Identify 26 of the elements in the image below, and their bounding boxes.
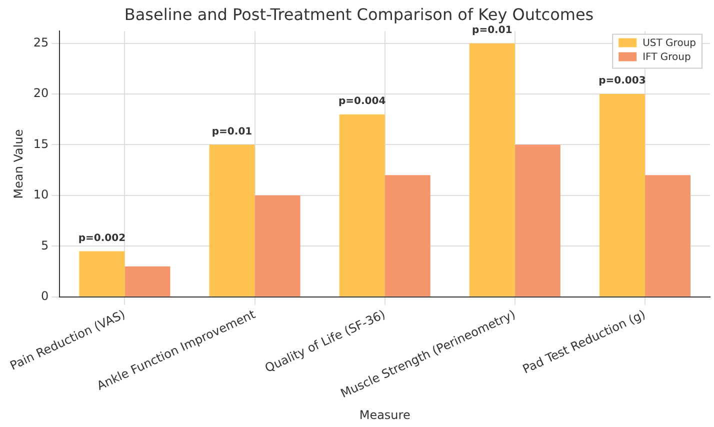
- legend-label: IFT Group: [642, 52, 691, 63]
- bar: [79, 251, 125, 296]
- bar: [469, 43, 515, 296]
- bar: [599, 94, 645, 296]
- bar: [124, 266, 170, 296]
- bar: [514, 144, 560, 296]
- annotation: p=0.004: [338, 96, 386, 107]
- y-tick-label: 10: [33, 188, 49, 202]
- legend-label: UST Group: [642, 38, 696, 49]
- annotation: p=0.01: [212, 126, 252, 138]
- bar: [209, 144, 255, 296]
- annotation: p=0.01: [472, 24, 512, 36]
- y-tick-label: 5: [41, 238, 49, 252]
- annotation: p=0.003: [598, 76, 646, 87]
- y-tick-label: 20: [33, 86, 49, 100]
- annotation: p=0.002: [78, 232, 126, 244]
- y-tick-label: 25: [33, 35, 49, 50]
- bar: [384, 175, 430, 296]
- y-tick-label: 0: [41, 288, 49, 303]
- chart-title: Baseline and Post-Treatment Comparison of Key Outcomes: [124, 4, 594, 24]
- y-axis-title: Mean Value: [11, 129, 26, 199]
- bar: [254, 195, 300, 296]
- y-tick-label: 15: [33, 136, 49, 151]
- bar: [339, 114, 385, 296]
- x-axis-title: Measure: [359, 408, 410, 422]
- bar: [644, 175, 690, 296]
